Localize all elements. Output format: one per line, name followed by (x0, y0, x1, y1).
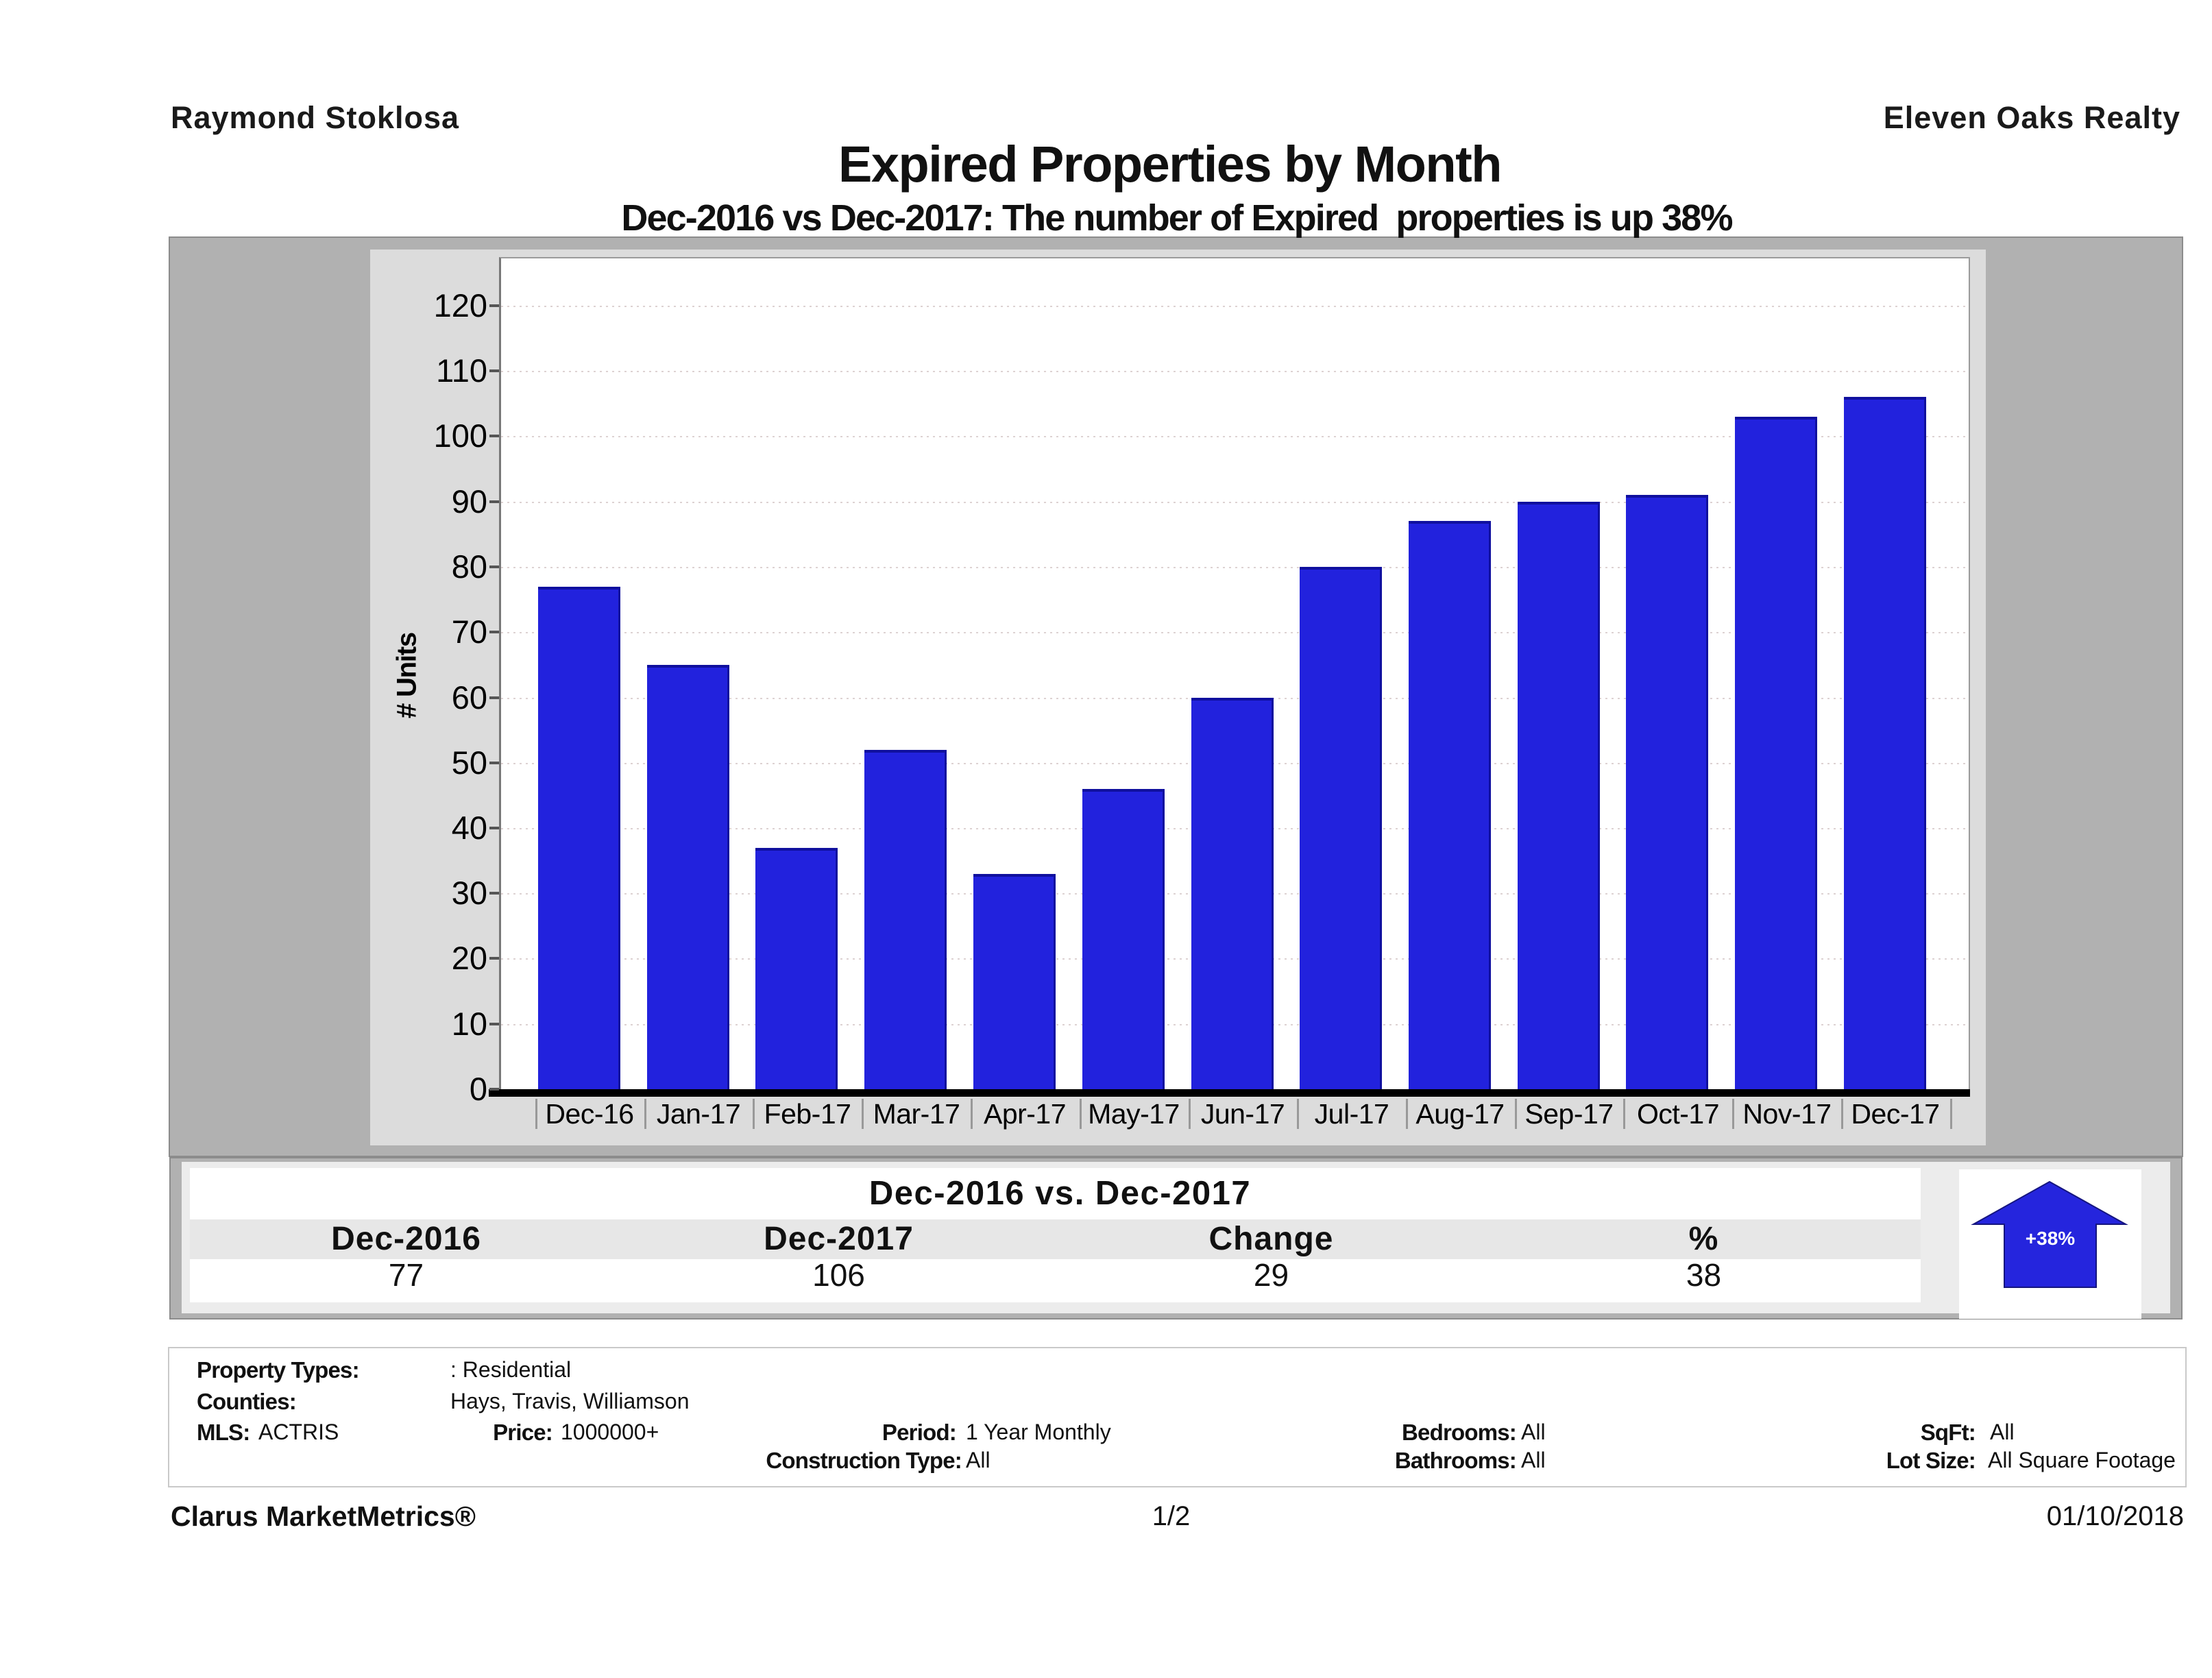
svg-text:+38%: +38% (2026, 1228, 2075, 1249)
